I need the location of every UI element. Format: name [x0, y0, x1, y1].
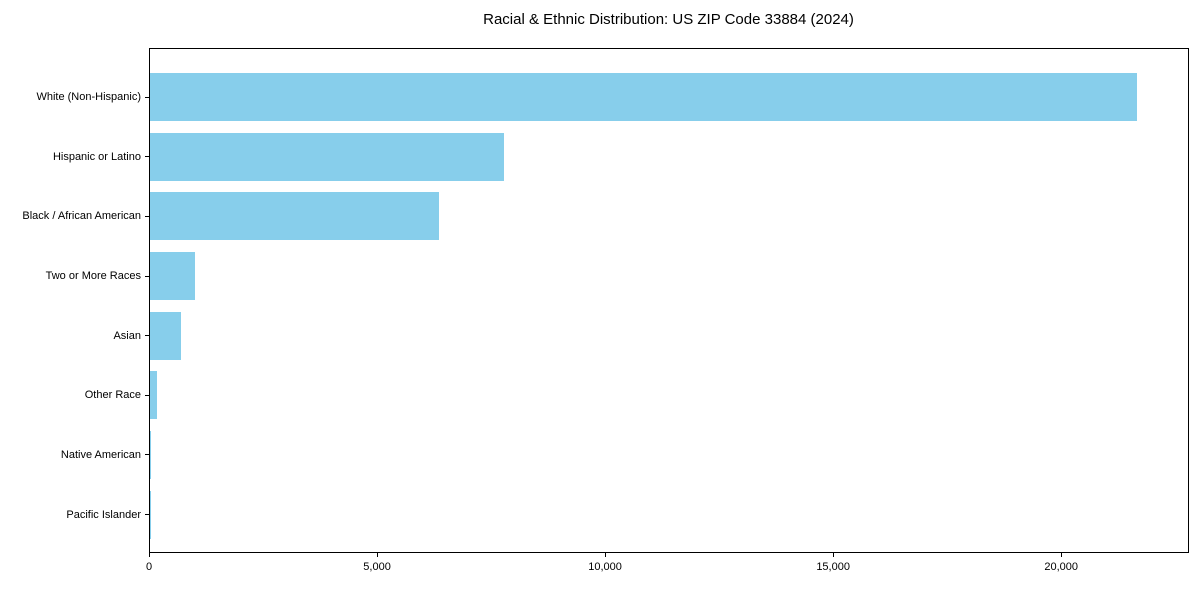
x-tick-mark — [604, 553, 606, 557]
x-tick-label-20000: 20,000 — [1044, 561, 1079, 573]
plot-area — [149, 48, 1189, 553]
bar-black-african-american — [150, 192, 440, 241]
bar-white-non-hispanic — [150, 73, 1138, 122]
y-tick-label-native-american: Native American — [60, 448, 141, 461]
bar-two-or-more-races — [150, 252, 195, 301]
x-tick-mark — [832, 553, 834, 557]
x-tick-label-15000: 15,000 — [816, 561, 850, 573]
x-tick-mark — [376, 553, 378, 557]
x-tick-mark — [148, 553, 150, 557]
y-tick-label-two-or-more-races: Two or More Races — [45, 270, 141, 283]
y-tick-label-white-non-hispanic: White (Non-Hispanic) — [36, 91, 141, 104]
bar-asian — [150, 311, 181, 360]
bar-hispanic-or-latino — [150, 132, 504, 181]
x-tick-label-5000: 5,000 — [363, 561, 391, 573]
x-tick-mark — [1060, 553, 1062, 557]
x-tick-label-0: 0 — [145, 561, 153, 573]
y-tick-label-black-african-american: Black / African American — [22, 210, 141, 223]
bar-other-race — [150, 371, 157, 420]
bar-native-american — [150, 430, 151, 479]
x-tick-label-10000: 10,000 — [588, 561, 622, 573]
y-tick-label-asian: Asian — [113, 329, 141, 342]
y-tick-label-hispanic-or-latino: Hispanic or Latino — [52, 150, 141, 163]
chart-title: Racial & Ethnic Distribution: US ZIP Cod… — [483, 11, 854, 28]
y-tick-label-other-race: Other Race — [84, 389, 141, 402]
y-tick-label-pacific-islander: Pacific Islander — [66, 508, 141, 521]
